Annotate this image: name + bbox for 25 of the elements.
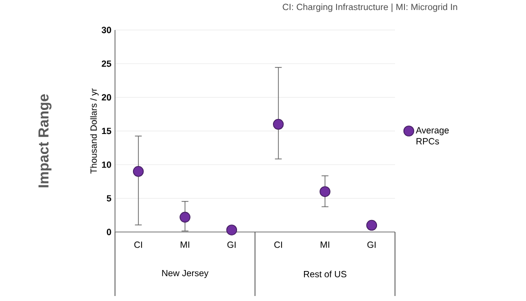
y-tick-label: 25 [102, 60, 112, 67]
point [366, 220, 378, 231]
text: Rest of US [304, 270, 346, 278]
legend-label: Average RPCs [416, 127, 449, 144]
text: Impact Range [38, 94, 52, 188]
x-tick-label: GI [227, 242, 236, 248]
text: New Jersey [162, 270, 208, 278]
point [132, 166, 144, 177]
point [320, 186, 330, 198]
text: CI: Charging Infrastructure | MI: Microgrid In [282, 4, 458, 12]
y-tick-label: 20 [102, 94, 112, 101]
y-tick-label: 15 [102, 128, 112, 134]
point [226, 224, 238, 236]
y-axis-title: Thousand Dollars / yr [90, 88, 99, 174]
x-tick-label: MI [180, 242, 190, 248]
y-tick-label: 5 [106, 195, 112, 202]
point [180, 212, 190, 223]
y-tick-label: 0 [106, 228, 112, 236]
x-tick-label: CI [274, 242, 282, 248]
point [272, 118, 284, 130]
y-tick-label: 10 [102, 161, 112, 168]
y-tick-label: 30 [102, 26, 112, 34]
x-tick-label: CI [134, 242, 142, 248]
x-tick-label: GI [367, 242, 376, 248]
x-tick-label: MI [320, 242, 330, 248]
